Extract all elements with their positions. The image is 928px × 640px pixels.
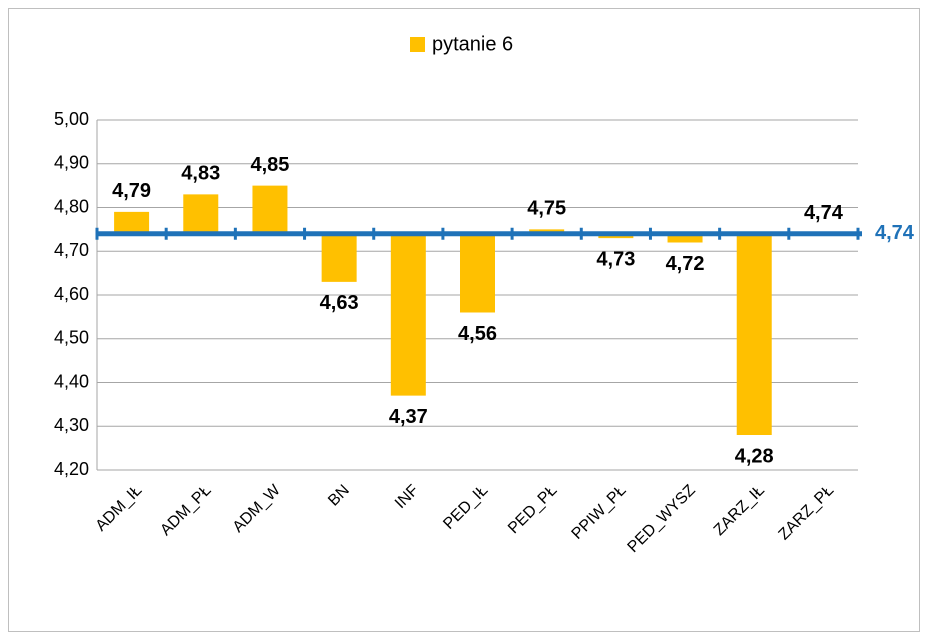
data-label: 4,28 [735,445,774,467]
y-tick-label: 4,50 [54,328,89,348]
bar [667,233,703,243]
bar [252,185,288,234]
y-tick-label: 4,60 [54,284,89,304]
data-label: 4,56 [458,323,497,345]
baseline-label: 4,74 [875,222,915,244]
y-tick-label: 4,80 [54,196,89,216]
data-label: 4,72 [666,253,705,275]
data-label: 4,79 [112,180,151,202]
bar [321,233,357,282]
data-label: 4,63 [320,292,359,314]
bar [114,211,150,234]
data-label: 4,73 [596,248,635,270]
data-label: 4,85 [250,154,289,176]
legend-label: pytanie 6 [432,33,513,55]
y-tick-label: 4,90 [54,153,89,173]
y-tick-label: 5,00 [54,109,89,129]
y-tick-label: 4,20 [54,459,89,479]
bar [183,194,219,234]
data-label: 4,37 [389,406,428,428]
y-tick-label: 4,40 [54,371,89,391]
data-label: 4,74 [804,202,844,224]
bar [390,233,426,396]
y-tick-label: 4,70 [54,240,89,260]
bar [460,233,495,313]
y-tick-label: 4,30 [54,415,89,435]
data-label: 4,83 [181,163,220,185]
bar [736,233,772,435]
data-label: 4,75 [527,198,566,220]
legend-swatch [410,37,425,52]
